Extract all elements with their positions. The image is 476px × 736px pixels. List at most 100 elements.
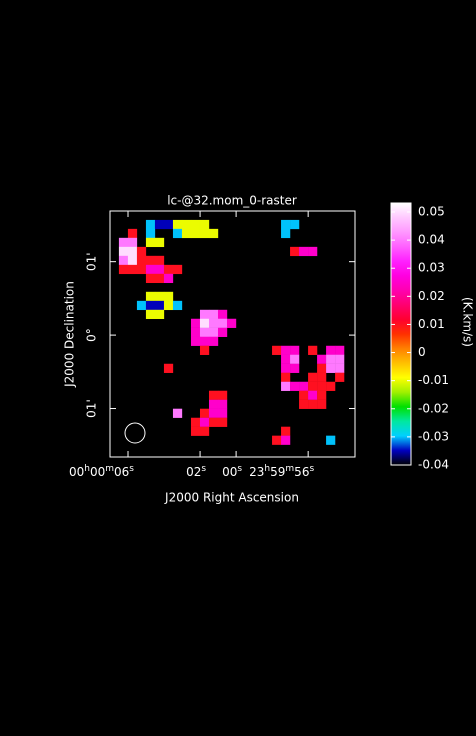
raster-cell	[217, 327, 228, 337]
raster-cell	[172, 408, 183, 418]
raster-cell	[145, 300, 156, 311]
raster-cell	[281, 354, 291, 364]
raster-cell	[190, 318, 201, 328]
x-tick-label: 02s	[186, 464, 206, 479]
raster-cell	[145, 237, 156, 248]
raster-cell	[145, 291, 156, 302]
raster-cell	[172, 300, 183, 311]
raster-cell	[190, 417, 201, 427]
raster-cell	[208, 390, 219, 400]
raster-cell	[281, 435, 291, 445]
raster-cell	[208, 336, 219, 346]
raster-cell	[299, 381, 309, 391]
raster-cell	[154, 219, 165, 230]
colorbar-tick-label: -0.02	[418, 401, 449, 415]
colorbar-tick-label: 0.04	[418, 233, 445, 247]
raster-cell	[290, 354, 300, 364]
raster-cell	[335, 372, 345, 382]
x-tick-label: 00s	[222, 464, 242, 479]
raster-cell	[145, 219, 156, 230]
raster-cell	[136, 300, 147, 311]
raster-cell	[145, 309, 156, 319]
raster-cell	[208, 408, 219, 418]
raster-cell	[208, 318, 219, 328]
raster-cell	[118, 237, 129, 248]
raster-cell	[335, 354, 345, 364]
colorbar-tick-label: -0.03	[418, 429, 449, 443]
chart-title: lc-@32.mom_0-raster	[167, 194, 297, 208]
raster-cell	[199, 417, 210, 427]
raster-cell	[208, 399, 219, 409]
raster-cell	[308, 381, 318, 391]
raster-cell	[290, 363, 300, 373]
raster-cell	[136, 246, 147, 257]
raster-cell	[172, 228, 183, 239]
raster-cell	[199, 309, 210, 319]
raster-cell	[317, 399, 327, 409]
y-tick-label: 0°	[85, 328, 99, 342]
raster-cell	[127, 246, 138, 257]
raster-cell	[163, 363, 174, 373]
beam	[124, 422, 146, 444]
raster-cell	[163, 219, 174, 230]
plot-frame	[109, 210, 356, 458]
raster-cell	[136, 255, 147, 266]
colorbar-tick-label: 0	[418, 345, 426, 359]
raster-cell	[326, 381, 336, 391]
raster-cell	[208, 327, 219, 337]
raster-cell	[281, 345, 291, 355]
raster-cell	[281, 219, 291, 230]
raster-cell	[127, 228, 138, 239]
y-tick-label: 01'	[85, 252, 99, 271]
raster-cell	[290, 381, 300, 391]
raster-cell	[172, 264, 183, 275]
raster-cell	[154, 264, 165, 275]
raster-cell	[199, 327, 210, 337]
raster-cell	[199, 336, 210, 346]
colorbar-tick-label: -0.04	[418, 458, 449, 472]
raster-cell	[154, 273, 165, 284]
raster-cell	[281, 426, 291, 436]
x-tick-label: 23h59m56s	[249, 464, 314, 479]
raster-cell	[326, 435, 336, 445]
raster-cell	[308, 372, 318, 382]
raster-cell	[118, 246, 129, 257]
raster-cell	[299, 390, 309, 400]
raster-cell	[163, 300, 174, 311]
raster-cell	[272, 435, 282, 445]
raster-cell	[154, 255, 165, 266]
x-axis-label: J2000 Right Ascension	[164, 491, 299, 505]
raster-cell	[217, 390, 228, 400]
raster-cell	[199, 219, 210, 230]
raster-cell	[190, 426, 201, 436]
raster-cell	[154, 300, 165, 311]
raster-cell	[154, 291, 165, 302]
raster-cell	[335, 345, 345, 355]
raster-cell	[208, 228, 219, 239]
raster-cell	[217, 408, 228, 418]
raster-cell	[163, 273, 174, 284]
raster-cell	[127, 237, 138, 248]
raster-cell	[190, 336, 201, 346]
raster-cell	[308, 345, 318, 355]
raster-cell	[326, 354, 336, 364]
raster-cell	[335, 363, 345, 373]
colorbar-tick-label: 0.01	[418, 317, 445, 331]
raster-cell	[199, 228, 210, 239]
raster-cell	[199, 426, 210, 436]
raster-cell	[145, 255, 156, 266]
raster-cell	[317, 390, 327, 400]
raster-cell	[217, 318, 228, 328]
colorbar-label: (K.km/s)	[461, 297, 475, 347]
raster-cell	[199, 318, 210, 328]
raster-cell	[163, 264, 174, 275]
raster-cell	[127, 264, 138, 275]
raster-cell	[281, 363, 291, 373]
raster-cell	[326, 345, 336, 355]
raster-cell	[145, 264, 156, 275]
raster-cell	[208, 309, 219, 319]
colorbar	[391, 203, 411, 465]
raster-cell	[154, 309, 165, 319]
